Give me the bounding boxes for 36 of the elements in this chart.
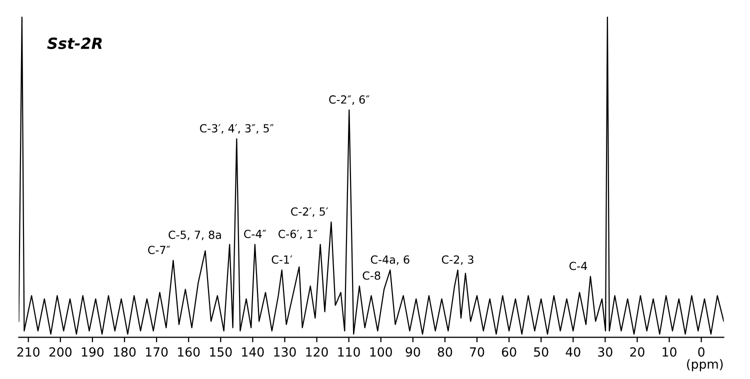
- x-tick-label: 150: [210, 347, 232, 357]
- annotation: C-2′, 5′: [291, 207, 328, 217]
- x-tick-label: 180: [114, 347, 136, 357]
- annotation: C-5, 7, 8a: [168, 230, 221, 240]
- annotation: C-2″, 6″: [329, 95, 370, 105]
- annotation: C-1′: [272, 255, 292, 264]
- x-tick-label: 40: [566, 347, 580, 357]
- annotation: C-7″: [148, 246, 170, 254]
- annotation: C-4: [569, 262, 588, 270]
- x-tick-label: 100: [370, 347, 392, 357]
- annotation: C-8: [362, 271, 380, 280]
- x-axis-title: (ppm): [687, 359, 723, 372]
- annotation: C-6′, 1″: [278, 230, 318, 240]
- x-tick-label: 190: [82, 347, 104, 357]
- annotation: C-4″: [244, 230, 266, 238]
- annotation: C-3′, 4′, 3″, 5″: [200, 124, 274, 134]
- x-tick-label: 160: [178, 347, 200, 357]
- x-tick-label: 0: [698, 347, 704, 357]
- x-tick-label: 70: [470, 347, 484, 357]
- x-tick-label: 30: [598, 347, 612, 357]
- x-tick-label: 120: [306, 347, 328, 357]
- x-tick-label: 20: [630, 347, 644, 357]
- annotation: C-4a, 6: [370, 255, 410, 265]
- x-tick-label: 110: [338, 347, 360, 357]
- x-tick-label: 50: [534, 347, 548, 357]
- x-tick-label: 130: [274, 347, 296, 357]
- annotation: C-2, 3: [442, 255, 474, 265]
- x-tick-label: 170: [146, 347, 168, 357]
- x-tick-label: 140: [242, 347, 264, 357]
- x-tick-label: 60: [502, 347, 516, 357]
- x-tick-label: 90: [406, 347, 420, 357]
- x-tick-label: 80: [438, 347, 452, 357]
- text: Sst-2R: [47, 38, 102, 50]
- x-tick-label: 210: [17, 347, 40, 357]
- x-tick-label: 10: [662, 347, 676, 357]
- x-tick-label: 200: [49, 347, 72, 357]
